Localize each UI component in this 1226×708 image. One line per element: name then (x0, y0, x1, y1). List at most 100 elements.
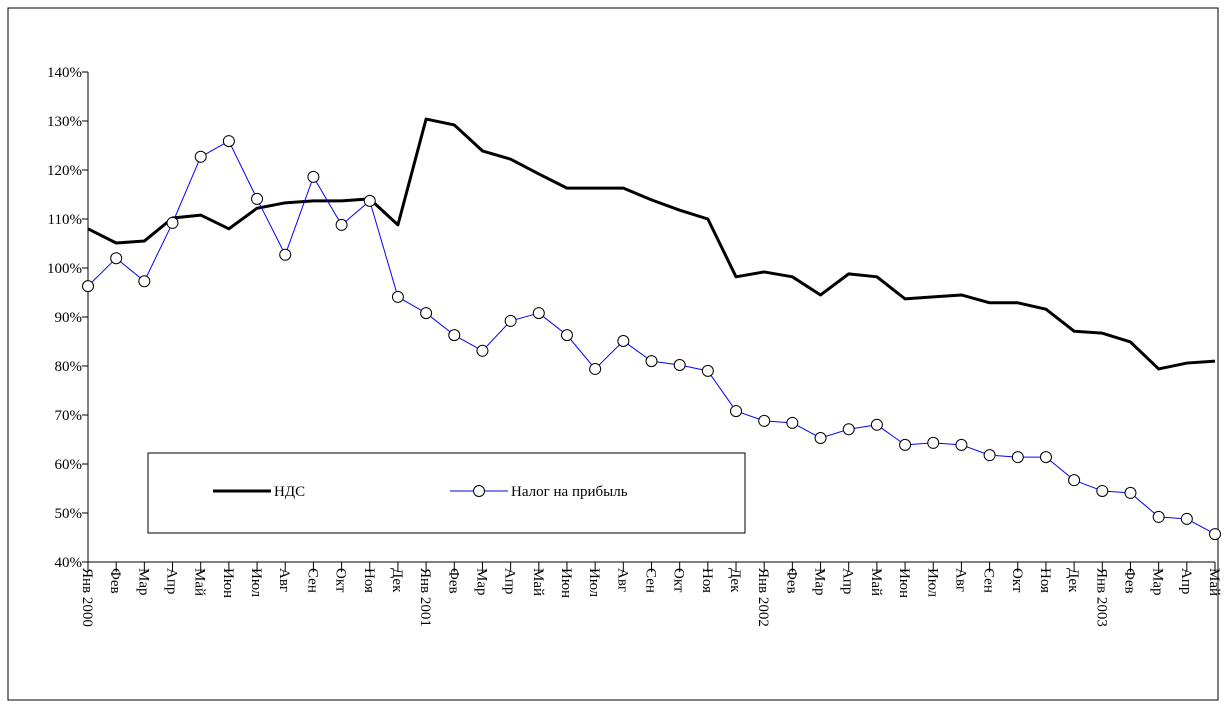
x-tick-label: Июн (896, 568, 912, 598)
series-line (87, 117, 1216, 371)
x-tick-label: Июл (924, 568, 940, 598)
point (307, 170, 320, 183)
y-tick-label: 50% (55, 506, 83, 522)
x-tick-label: Сен (981, 568, 997, 593)
point (1180, 512, 1193, 525)
x-tick-label: Июл (586, 568, 602, 598)
x-tick-label: Май (192, 568, 208, 596)
x-tick-label: Окт (1009, 568, 1025, 593)
point (1124, 486, 1137, 499)
x-tick-label: Апр (840, 568, 856, 594)
x-tick-label: Апр (164, 568, 180, 594)
y-tick-label: 60% (55, 457, 83, 473)
x-tick-label: Фев (783, 568, 799, 594)
point (194, 150, 207, 163)
point (504, 314, 517, 327)
x-tick-label: Дек (1065, 568, 1081, 593)
point (589, 362, 602, 375)
x-tick-label: Фев (107, 568, 123, 594)
x-tick-label: Янв 2000 (79, 568, 95, 627)
x-tick-label: Июн (558, 568, 574, 598)
y-tick-label: 90% (55, 310, 83, 326)
x-tick-label: Сен (643, 568, 659, 593)
point (1096, 484, 1109, 497)
x-tick-label: Ноя (699, 568, 715, 593)
point (786, 416, 799, 429)
y-tick-label: 70% (55, 408, 83, 424)
point (1068, 474, 1081, 487)
x-tick-label: Июл (248, 568, 264, 598)
legend-marker (473, 485, 485, 497)
y-tick-label: 80% (55, 359, 83, 375)
x-tick-label: Янв 2001 (417, 568, 433, 627)
point (222, 135, 235, 148)
point (730, 405, 743, 418)
x-tick-label: Ноя (361, 568, 377, 593)
x-tick-label: Авг (276, 568, 292, 592)
x-tick-label: Фев (1121, 568, 1137, 594)
x-tick-label: Мар (473, 568, 489, 596)
x-tick-label: Авг (952, 568, 968, 592)
point (420, 307, 433, 320)
point (335, 218, 348, 231)
x-tick-label: Авг (614, 568, 630, 592)
point (842, 423, 855, 436)
point (363, 194, 376, 207)
point (448, 329, 461, 342)
x-tick-label: Фев (445, 568, 461, 594)
x-tick-label: Май (530, 568, 546, 596)
point (955, 438, 968, 451)
point (560, 329, 573, 342)
point (645, 355, 658, 368)
x-tick-label: Окт (333, 568, 349, 593)
x-tick-label: Май (1206, 568, 1222, 596)
point (110, 252, 123, 265)
x-tick-label: Май (868, 568, 884, 596)
point (1209, 528, 1221, 541)
point (82, 280, 94, 293)
y-tick-label: 40% (55, 555, 83, 571)
x-tick-label: Окт (671, 568, 687, 593)
x-tick-label: Июн (220, 568, 236, 598)
x-tick-label: Мар (812, 568, 828, 596)
x-tick-label: Янв 2003 (1093, 568, 1109, 627)
x-tick-label: Ноя (1037, 568, 1053, 593)
point (532, 307, 545, 320)
point (701, 364, 714, 377)
x-tick-label: Мар (135, 568, 151, 596)
point (476, 344, 489, 357)
x-tick-label: Янв 2002 (755, 568, 771, 627)
point (870, 418, 883, 431)
y-tick-label: 100% (47, 261, 82, 277)
point (1011, 451, 1024, 464)
point (279, 248, 292, 261)
point (758, 414, 771, 427)
y-tick-label: 120% (47, 163, 82, 179)
legend-box (147, 452, 746, 534)
y-tick-label: 140% (47, 65, 82, 81)
point (617, 335, 630, 348)
x-tick-label: Апр (1178, 568, 1194, 594)
point (1152, 510, 1165, 523)
point (138, 275, 151, 288)
y-tick-label: 130% (47, 114, 82, 130)
point (899, 438, 912, 451)
chart-frame (7, 7, 1219, 701)
point (1039, 451, 1052, 464)
point (251, 192, 264, 205)
legend-label: НДС (274, 484, 305, 500)
point (983, 449, 996, 462)
y-tick-label: 110% (48, 212, 82, 228)
x-tick-label: Дек (727, 568, 743, 593)
x-tick-label: Апр (502, 568, 518, 594)
legend-label: Налог на прибыль (511, 484, 628, 500)
point (166, 216, 179, 229)
x-tick-label: Мар (1150, 568, 1166, 596)
point (927, 436, 940, 449)
point (673, 359, 686, 372)
x-tick-label: Дек (389, 568, 405, 593)
point (814, 432, 827, 445)
x-tick-label: Сен (304, 568, 320, 593)
